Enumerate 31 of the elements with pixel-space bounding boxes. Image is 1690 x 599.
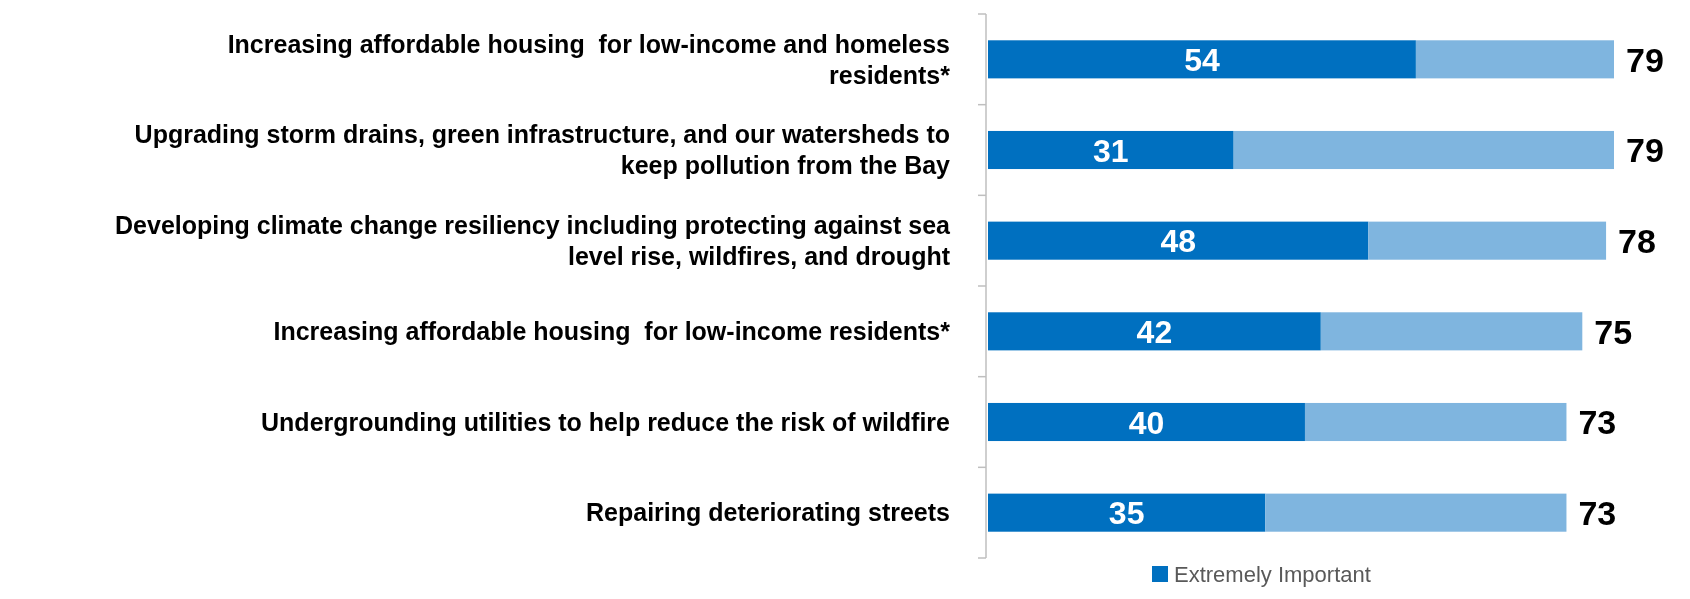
- y-tick-label: Upgrading storm drains, green infrastructure, and our watersheds to keep pollution from the Bay: [134, 120, 951, 180]
- data-label: 48: [1160, 223, 1196, 260]
- y-tick-label: Repairing deteriorating streets: [586, 498, 950, 527]
- bar: [1320, 312, 1583, 351]
- total-label: 78: [1618, 221, 1656, 260]
- total-label: 75: [1594, 312, 1633, 351]
- bar: [988, 40, 1416, 79]
- bar: [988, 493, 1266, 532]
- data-label: 42: [1136, 313, 1173, 350]
- y-tick-label: Increasing affordable housing for low-income residents*: [273, 317, 951, 346]
- y-tick-label: Increasing affordable housing for low-income and homeless residents*: [227, 29, 951, 89]
- bar: [1415, 40, 1614, 79]
- bar: [988, 402, 1305, 442]
- legend-label: Extremely Important: [1174, 561, 1371, 587]
- bar: [1368, 221, 1607, 260]
- bar: [988, 312, 1321, 351]
- bar: [1265, 493, 1567, 532]
- bar: [988, 221, 1369, 260]
- data-label: 54: [1184, 41, 1220, 78]
- total-label: 73: [1578, 493, 1617, 532]
- bar: [1233, 130, 1614, 170]
- data-label: 31: [1093, 132, 1129, 169]
- bar: [1304, 402, 1567, 442]
- y-tick-label: Undergrounding utilities to help reduce the risk of wildfire: [261, 407, 951, 436]
- data-label: 40: [1128, 404, 1165, 441]
- total-label: 73: [1578, 403, 1617, 442]
- data-label: 35: [1108, 495, 1145, 532]
- bar: [988, 130, 1234, 170]
- total-label: 79: [1626, 131, 1664, 170]
- y-tick-label: Developing climate change resiliency including protecting against sea level rise, wildfires, and drought: [115, 210, 952, 270]
- total-label: 79: [1626, 40, 1664, 79]
